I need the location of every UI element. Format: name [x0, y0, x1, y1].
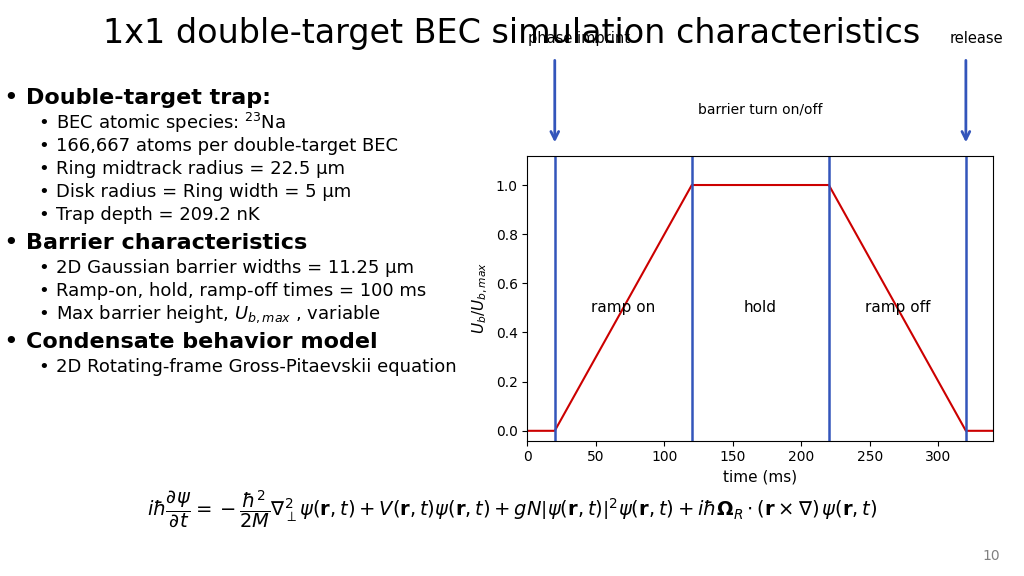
Text: 2D Rotating-frame Gross-Pitaevskii equation: 2D Rotating-frame Gross-Pitaevskii equat…: [56, 358, 457, 377]
Text: •: •: [3, 330, 17, 354]
X-axis label: time (ms): time (ms): [723, 470, 798, 485]
Text: •: •: [38, 282, 48, 301]
Text: phase imprint: phase imprint: [527, 31, 630, 46]
Text: •: •: [38, 305, 48, 324]
Text: •: •: [38, 137, 48, 156]
Text: •: •: [38, 114, 48, 132]
Text: Ramp-on, hold, ramp-off times = 100 ms: Ramp-on, hold, ramp-off times = 100 ms: [56, 282, 427, 301]
Text: •: •: [38, 358, 48, 377]
Text: $i\hbar\dfrac{\partial\psi}{\partial t} = -\dfrac{\hbar^2}{2M}\nabla^2_\perp\psi: $i\hbar\dfrac{\partial\psi}{\partial t} …: [146, 489, 878, 530]
Text: •: •: [38, 160, 48, 179]
Text: •: •: [3, 86, 17, 110]
Text: •: •: [38, 259, 48, 278]
Text: 10: 10: [983, 550, 1000, 563]
Y-axis label: $U_b/U_{b,max}$: $U_b/U_{b,max}$: [471, 262, 490, 334]
Text: hold: hold: [743, 301, 777, 316]
Text: •: •: [38, 206, 48, 225]
Text: Disk radius = Ring width = 5 μm: Disk radius = Ring width = 5 μm: [56, 183, 351, 202]
Text: release: release: [950, 31, 1004, 46]
Text: 166,667 atoms per double-target BEC: 166,667 atoms per double-target BEC: [56, 137, 398, 156]
Text: Condensate behavior model: Condensate behavior model: [26, 332, 377, 352]
Text: ramp off: ramp off: [864, 301, 930, 316]
Text: •: •: [38, 183, 48, 202]
Text: Ring midtrack radius = 22.5 μm: Ring midtrack radius = 22.5 μm: [56, 160, 345, 179]
Text: Barrier characteristics: Barrier characteristics: [26, 233, 307, 253]
Text: Trap depth = 209.2 nK: Trap depth = 209.2 nK: [56, 206, 260, 225]
Text: 2D Gaussian barrier widths = 11.25 μm: 2D Gaussian barrier widths = 11.25 μm: [56, 259, 415, 278]
Text: barrier turn on/off: barrier turn on/off: [698, 103, 822, 116]
Text: BEC atomic species: $^{23}$Na: BEC atomic species: $^{23}$Na: [56, 111, 287, 135]
Text: Max barrier height, $U_{b,max}$ , variable: Max barrier height, $U_{b,max}$ , variab…: [56, 304, 381, 325]
Text: •: •: [3, 231, 17, 255]
Text: ramp on: ramp on: [591, 301, 655, 316]
Text: 1x1 double-target BEC simulation characteristics: 1x1 double-target BEC simulation charact…: [103, 17, 921, 50]
Text: Double-target trap:: Double-target trap:: [26, 88, 270, 108]
